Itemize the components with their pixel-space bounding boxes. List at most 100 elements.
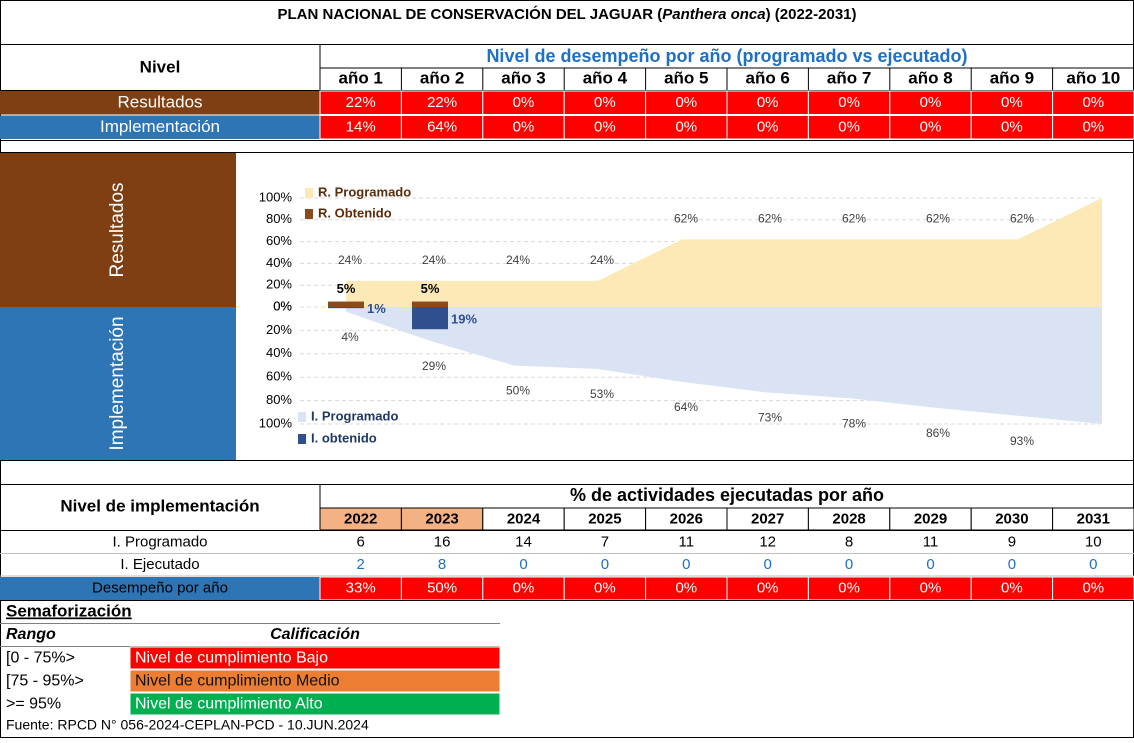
rating-cell: [129, 669, 501, 693]
rating-label: Nivel de cumplimiento Bajo: [135, 650, 328, 667]
data-label: 73%: [758, 411, 782, 425]
row-label-cell: [0, 91, 320, 115]
column-header: 2028: [832, 510, 865, 527]
value-cell-text: 22%: [427, 94, 457, 111]
data-label: 93%: [1010, 434, 1034, 448]
value-cell-text: 0%: [513, 118, 535, 135]
value-cell-text: 50%: [427, 579, 457, 596]
value-cell-text: 33%: [346, 579, 376, 596]
y-tick-label: 0%: [273, 298, 292, 313]
panel-side: [0, 153, 236, 307]
value-cell-text: 0%: [594, 579, 616, 596]
column-header: año 1: [338, 68, 382, 87]
value-cell-text: 0%: [513, 579, 535, 596]
value-cell-text: 0: [519, 556, 527, 573]
y-tick-label: 80%: [266, 392, 292, 407]
source-note: Fuente: RPCD N° 056-2024-CEPLAN-PCD - 10…: [6, 717, 369, 733]
y-tick-label: 100%: [259, 189, 293, 204]
value-cell-text: 0%: [675, 118, 697, 135]
value-cell-text: 0: [926, 556, 934, 573]
rating-cell: [129, 646, 501, 670]
range-label: [0 - 75%>: [6, 650, 75, 667]
panel-label: Implementación: [107, 316, 128, 450]
value-cell-text: 0%: [1001, 579, 1023, 596]
column-header: año 6: [745, 68, 789, 87]
data-label: 62%: [1010, 212, 1034, 226]
value-cell-text: 0: [845, 556, 853, 573]
value-cell-text: 0%: [757, 118, 779, 135]
rating-label: Nivel de cumplimiento Alto: [135, 696, 323, 713]
column-header: año 7: [827, 68, 871, 87]
data-label: 62%: [758, 212, 782, 226]
legend-header: Calificación: [270, 626, 360, 643]
value-cell-text: 0%: [1001, 94, 1023, 111]
panel-side: [0, 307, 236, 460]
column-header: año 5: [664, 68, 708, 87]
y-tick-label: 60%: [266, 369, 292, 384]
value-cell-text: 8: [845, 533, 853, 550]
value-cell-text: 0%: [1082, 94, 1104, 111]
value-cell-text: 0%: [1001, 118, 1023, 135]
level-header: Nivel: [140, 57, 181, 76]
column-header: año 4: [583, 68, 628, 87]
y-tick-label: 40%: [266, 255, 292, 270]
area: [346, 307, 1102, 424]
y-tick-label: 20%: [266, 322, 292, 337]
page-title: PLAN NACIONAL DE CONSERVACIÓN DEL JAGUAR…: [277, 5, 856, 23]
value-cell-text: 0%: [513, 94, 535, 111]
column-header: 2025: [588, 510, 621, 527]
column-header: 2027: [751, 510, 784, 527]
value-cell-text: 0%: [920, 94, 942, 111]
value-cell-text: 0%: [757, 579, 779, 596]
value-cell-text: 0%: [1082, 118, 1104, 135]
column-header: 2023: [425, 510, 458, 527]
value-cell-text: 0%: [757, 94, 779, 111]
data-label: 5%: [337, 281, 356, 296]
value-cell-text: 0%: [920, 118, 942, 135]
data-label: 24%: [506, 253, 530, 267]
column-header: 2029: [914, 510, 947, 527]
value-cell-text: 6: [357, 533, 365, 550]
data-label: 62%: [842, 212, 866, 226]
column-header: año 10: [1066, 68, 1120, 87]
bar: [412, 307, 448, 330]
column-header: 2024: [507, 510, 541, 527]
data-label: 24%: [590, 253, 614, 267]
bar: [328, 301, 364, 307]
value-cell-text: 14%: [346, 118, 376, 135]
title-suffix: ) (2022-2031): [766, 6, 857, 23]
value-cell-text: 2: [357, 556, 365, 573]
y-tick-label: 0%: [273, 298, 292, 313]
bar: [412, 301, 448, 307]
value-cell-text: 11: [923, 533, 939, 550]
value-cell-text: 0%: [675, 579, 697, 596]
bar: [328, 307, 364, 309]
row-label: I. Ejecutado: [120, 556, 199, 573]
value-cell-text: 10: [1085, 533, 1102, 550]
data-label: 19%: [451, 312, 477, 327]
group-header: % de actividades ejecutadas por año: [570, 485, 884, 505]
legend-label: R. Programado: [318, 184, 411, 199]
level-header: Nivel de implementación: [60, 496, 259, 515]
data-label: 62%: [926, 212, 950, 226]
value-cell-text: 0: [764, 556, 772, 573]
column-header: 2030: [995, 510, 1028, 527]
row-label: Desempeño por año: [92, 579, 228, 596]
value-cell-text: 0: [601, 556, 609, 573]
column-header: 2031: [1077, 510, 1110, 527]
data-label: 78%: [842, 416, 866, 430]
y-tick-label: 100%: [259, 415, 293, 430]
legend-swatch: [305, 209, 313, 219]
value-cell-text: 0%: [594, 118, 616, 135]
value-cell-text: 16: [434, 533, 451, 550]
value-cell-text: 0%: [838, 94, 860, 111]
data-label: 62%: [674, 212, 698, 226]
legend-title: Semaforización: [6, 601, 132, 620]
value-cell-text: 0%: [594, 94, 616, 111]
value-cell-text: 8: [438, 556, 446, 573]
column-header: año 2: [420, 68, 464, 87]
y-tick-label: 20%: [266, 277, 292, 292]
value-cell-text: 0%: [838, 579, 860, 596]
data-label: 24%: [422, 253, 446, 267]
